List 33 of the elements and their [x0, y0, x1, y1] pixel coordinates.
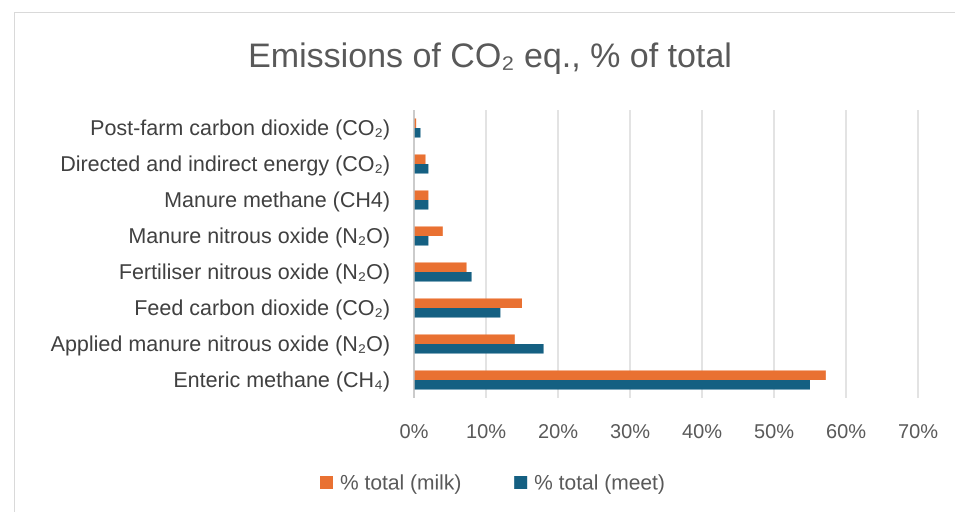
- y-tick-label: Feed carbon dioxide (CO₂): [134, 296, 390, 320]
- chart-title: Emissions of CO₂ eq., % of total: [248, 37, 732, 75]
- y-tick-label: Manure methane (CH4): [164, 188, 390, 212]
- bar: [414, 226, 443, 236]
- y-tick-label: Manure nitrous oxide (N₂O): [128, 224, 390, 248]
- y-tick-label: Post-farm carbon dioxide (CO₂): [90, 116, 390, 140]
- y-tick-label: Applied manure nitrous oxide (N₂O): [50, 332, 390, 356]
- x-tick-label: 40%: [682, 421, 722, 443]
- bar: [414, 334, 515, 344]
- legend-label: % total (meet): [534, 472, 665, 494]
- y-tick-label: Directed and indirect energy (CO₂): [60, 152, 390, 176]
- bar: [414, 262, 467, 272]
- bar: [414, 164, 428, 174]
- bar: [414, 154, 426, 164]
- x-tick-label: 70%: [898, 421, 938, 443]
- legend-label: % total (milk): [340, 472, 462, 494]
- bar: [414, 190, 428, 200]
- x-tick-label: 50%: [754, 421, 794, 443]
- x-tick-label: 20%: [538, 421, 578, 443]
- bar: [414, 344, 544, 354]
- bar: [414, 236, 428, 246]
- bar: [414, 380, 810, 390]
- bar: [414, 272, 472, 282]
- bar: [414, 308, 500, 318]
- x-tick-label: 10%: [466, 421, 506, 443]
- x-tick-label: 0%: [400, 421, 429, 443]
- x-tick-label: 30%: [610, 421, 650, 443]
- x-tick-label: 60%: [826, 421, 866, 443]
- bar: [414, 370, 826, 380]
- bar: [414, 298, 522, 308]
- bar: [414, 200, 428, 210]
- y-tick-label: Enteric methane (CH₄): [173, 368, 390, 392]
- y-tick-label: Fertiliser nitrous oxide (N₂O): [118, 260, 390, 284]
